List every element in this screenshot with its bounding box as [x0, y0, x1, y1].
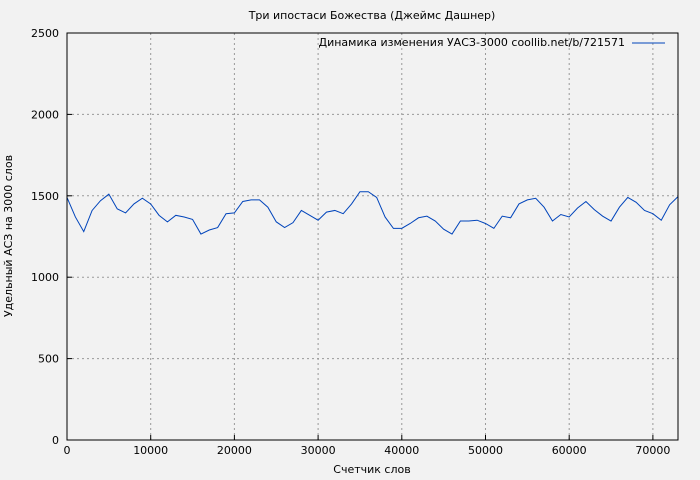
x-axis-label: Счетчик слов: [333, 463, 410, 476]
legend-label: Динамика изменения УАСЗ-3000 coollib.net…: [319, 36, 626, 49]
x-tick-label: 40000: [384, 444, 419, 457]
x-tick-label: 10000: [133, 444, 168, 457]
x-tick-label: 20000: [217, 444, 252, 457]
y-tick-label: 500: [38, 353, 59, 366]
x-tick-label: 70000: [635, 444, 670, 457]
y-tick-label: 2500: [31, 27, 59, 40]
plot-frame: [66, 32, 679, 441]
chart-title: Три ипостаси Божества (Джеймс Дашнер): [248, 9, 496, 22]
series-line: [66, 191, 679, 235]
y-tick-label: 1000: [31, 271, 59, 284]
x-tick-label: 0: [64, 444, 71, 457]
y-axis-label: Удельный АСЗ на 3000 слов: [2, 155, 15, 317]
x-tick-label: 60000: [552, 444, 587, 457]
y-tick-label: 0: [52, 434, 59, 447]
x-tick-label: 50000: [468, 444, 503, 457]
y-tick-label: 2000: [31, 108, 59, 121]
x-tick-label: 30000: [301, 444, 336, 457]
y-tick-label: 1500: [31, 190, 59, 203]
